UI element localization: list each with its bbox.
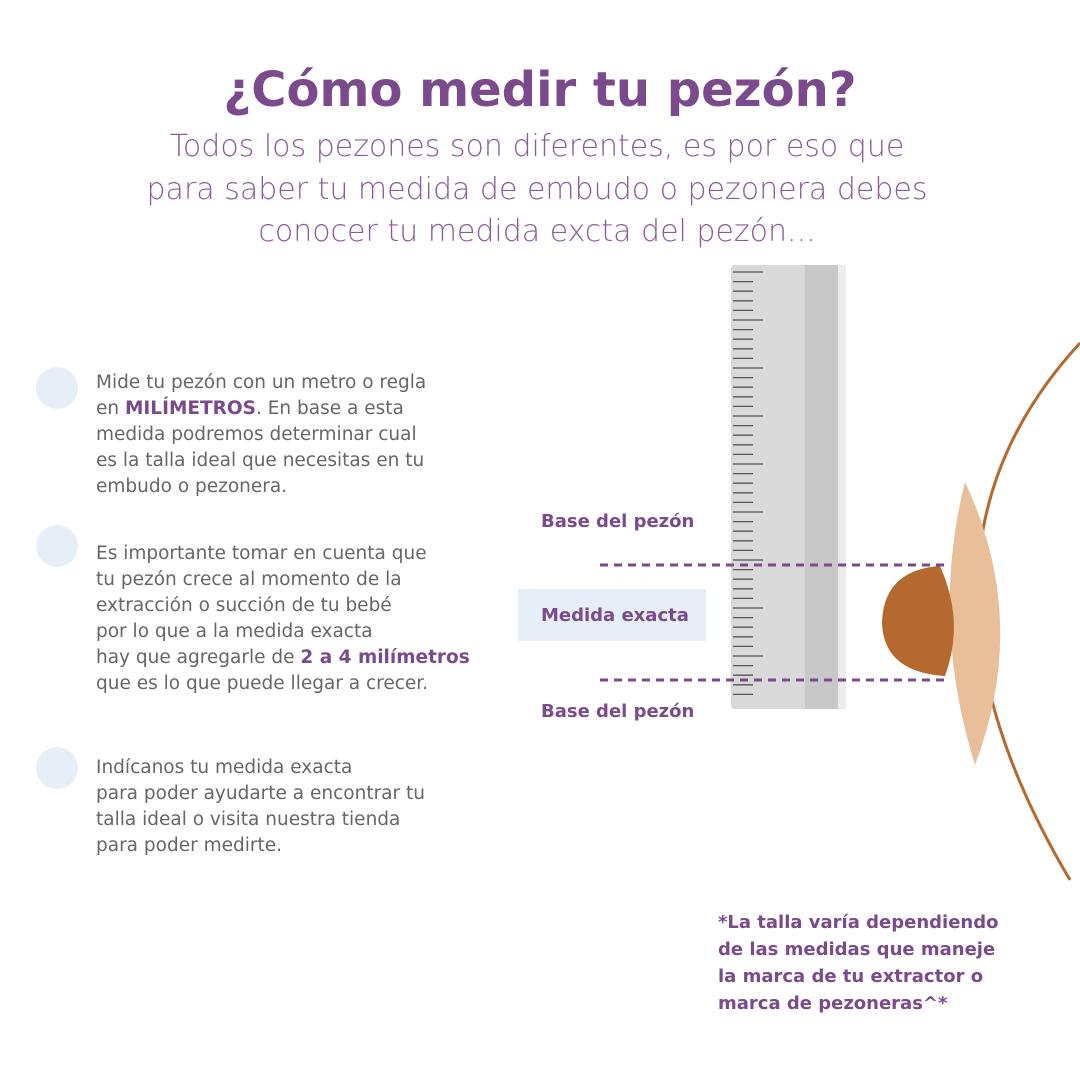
nipple — [882, 566, 954, 676]
step-line: Indícanos tu medida exacta — [96, 757, 352, 778]
step-text: que es lo que puede llegar a crecer. — [96, 673, 428, 694]
steps: Mide tu pezón con un metro o regla en MIL… — [96, 372, 470, 856]
step-line: extracción o succión de tu bebé — [96, 595, 392, 616]
step-line: medida podremos determinar cual — [96, 424, 417, 445]
step-line: Es importante tomar en cuenta que — [96, 543, 427, 564]
bullet — [36, 525, 78, 567]
step-text: MILÍMETROS — [125, 397, 256, 419]
step-text: Mide tu pezón con un metro o regla — [96, 372, 426, 393]
bullet — [36, 367, 78, 409]
label: Base del pezón — [541, 511, 694, 532]
step-text: por lo que a la medida exacta — [96, 621, 373, 642]
step-text: embudo o pezonera. — [96, 476, 287, 497]
ruler-edge — [838, 265, 846, 709]
step-line: para poder ayudarte a encontrar tu — [96, 783, 425, 804]
subtitle-line: conocer tu medida excta del pezón... — [258, 214, 815, 249]
label-box — [518, 589, 706, 641]
step-line: para poder medirte. — [96, 835, 282, 856]
step-line: que es lo que puede llegar a crecer. — [96, 673, 428, 694]
step-text: . En base a esta — [256, 398, 404, 419]
step-line: Mide tu pezón con un metro o regla — [96, 372, 426, 393]
step-text: talla ideal o visita nuestra tienda — [96, 809, 400, 830]
areola — [949, 482, 1001, 765]
step-text: en — [96, 398, 125, 419]
footnote-line: marca de pezoneras^* — [718, 993, 948, 1014]
step-text: Indícanos tu medida exacta — [96, 757, 352, 778]
ruler — [731, 265, 846, 709]
step-line: es la talla ideal que necesitas en tu — [96, 450, 424, 471]
footnote-line: la marca de tu extractor o — [718, 966, 983, 987]
step-line: talla ideal o visita nuestra tienda — [96, 809, 400, 830]
step-text: medida podremos determinar cual — [96, 424, 417, 445]
label: Base del pezón — [541, 701, 694, 722]
bullet — [36, 747, 78, 789]
step-text: extracción o succión de tu bebé — [96, 595, 392, 616]
title: ¿Cómo medir tu pezón? — [223, 62, 856, 118]
step-text: Es importante tomar en cuenta que — [96, 543, 427, 564]
footnote-line: *La talla varía dependiendo — [718, 912, 998, 933]
step-line: embudo o pezonera. — [96, 476, 287, 497]
subtitle-line: para saber tu medida de embudo o pezoner… — [147, 172, 928, 207]
step-text: tu pezón crece al momento de la — [96, 569, 402, 590]
step-text: para poder medirte. — [96, 835, 282, 856]
step-text: hay que agregarle de — [96, 647, 300, 668]
subtitle-line: Todos los pezones son diferentes, es por… — [170, 129, 905, 164]
step-text: 2 a 4 milímetros — [300, 647, 469, 668]
step-line: en MILÍMETROS. En base a esta — [96, 397, 404, 419]
step-line: por lo que a la medida exacta — [96, 621, 373, 642]
step-text: es la talla ideal que necesitas en tu — [96, 450, 424, 471]
footnote-line: de las medidas que maneje — [718, 939, 995, 960]
step-line: hay que agregarle de 2 a 4 milímetros — [96, 647, 470, 668]
label: Medida exacta — [541, 605, 689, 626]
step-line: tu pezón crece al momento de la — [96, 569, 402, 590]
ruler-edge — [805, 265, 838, 709]
step-text: para poder ayudarte a encontrar tu — [96, 783, 425, 804]
